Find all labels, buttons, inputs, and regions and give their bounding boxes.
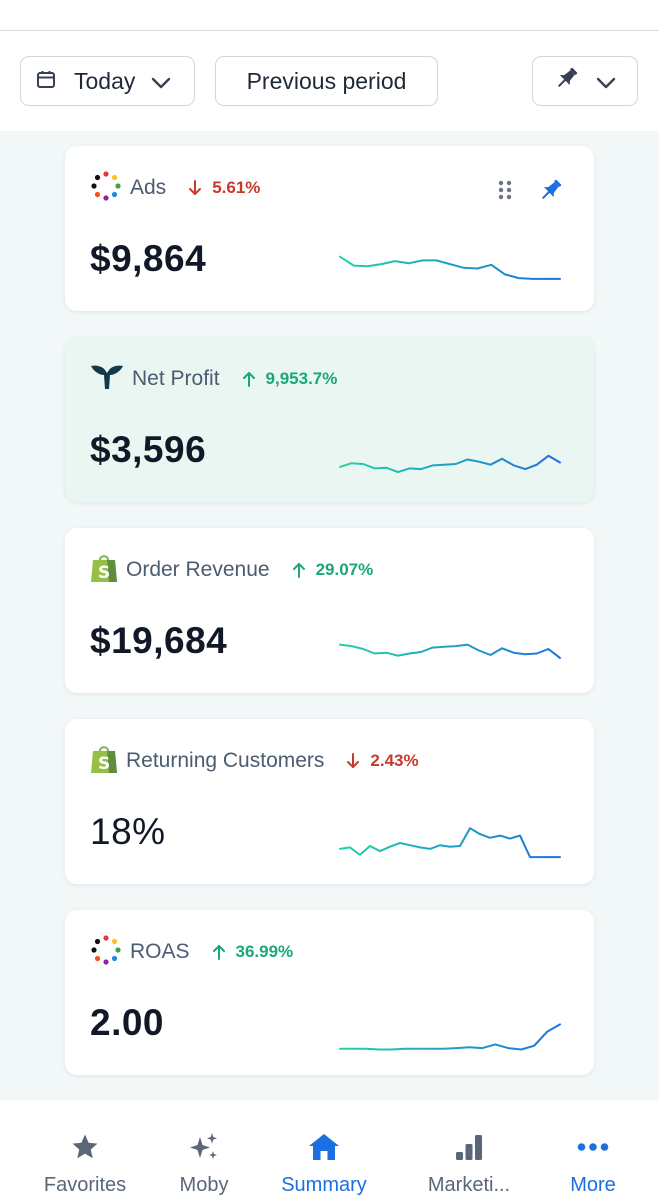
bar-chart-icon — [454, 1130, 484, 1164]
trend-value: 9,953.7% — [265, 369, 338, 388]
trend-value: 29.07% — [315, 560, 374, 579]
pinned-icon[interactable] — [538, 177, 564, 203]
metric-cards-area: Ads 5.61% — [0, 131, 659, 1100]
card-header: S Order Revenue 29.07% — [90, 553, 374, 588]
tab-marketing[interactable]: Marketi... — [409, 1130, 529, 1197]
chevron-down-icon — [151, 68, 171, 95]
trend-indicator: 29.07% — [292, 560, 374, 580]
tab-summary[interactable]: Summary — [264, 1130, 384, 1197]
star-icon — [70, 1130, 100, 1164]
tab-label: Marketi... — [427, 1174, 511, 1196]
sparkline-chart — [339, 643, 561, 659]
card-title: ROAS — [130, 940, 190, 963]
pin-icon — [554, 65, 580, 97]
card-actions — [498, 177, 564, 203]
arrow-down-icon — [347, 753, 360, 768]
sparkline-series — [339, 643, 561, 659]
pin-filter-button[interactable] — [532, 56, 638, 106]
trend-indicator: 9,953.7% — [242, 369, 338, 389]
sparkline-chart — [339, 454, 561, 474]
sparkles-icon — [188, 1130, 220, 1164]
drag-handle-icon[interactable] — [498, 180, 512, 200]
trend-value: 2.43% — [370, 751, 419, 770]
metric-card-order-revenue[interactable]: S Order Revenue 29.07% $19,684 — [65, 528, 594, 693]
svg-text:S: S — [98, 563, 110, 583]
trend-value: 36.99% — [235, 942, 294, 961]
card-title: Order Revenue — [126, 558, 270, 581]
card-title: Ads — [130, 176, 167, 199]
trend-indicator: 2.43% — [346, 751, 419, 771]
metric-card-net-profit[interactable]: Net Profit 9,953.7% $3,596 — [65, 337, 594, 502]
tab-favorites[interactable]: Favorites — [25, 1130, 145, 1197]
arrow-down-icon — [189, 180, 202, 195]
tab-label: More — [570, 1174, 616, 1196]
arrow-up-icon — [242, 372, 255, 387]
sparkline-series — [339, 255, 561, 280]
trend-value: 5.61% — [212, 178, 261, 197]
whale-tail-icon — [90, 363, 124, 396]
arrow-up-icon — [292, 563, 305, 578]
more-dots-icon — [577, 1130, 609, 1164]
sparkline-chart — [339, 255, 561, 280]
metric-value: $9,864 — [90, 238, 207, 279]
calendar-icon — [36, 68, 56, 95]
tab-label: Favorites — [43, 1174, 127, 1196]
trend-indicator: 36.99% — [212, 942, 294, 962]
metric-card-returning-customers[interactable]: S Returning Customers 2.43% 18% — [65, 719, 594, 884]
compare-period-button[interactable]: Previous period — [215, 56, 438, 106]
tab-label: Moby — [179, 1174, 229, 1196]
tab-label: Summary — [281, 1174, 367, 1196]
sparkline-chart — [339, 827, 561, 859]
tab-more[interactable]: More — [533, 1130, 653, 1197]
top-bar — [0, 0, 659, 31]
svg-text:S: S — [98, 754, 110, 774]
card-header: S Returning Customers 2.43% — [90, 744, 419, 779]
date-range-button[interactable]: Today — [20, 56, 195, 106]
sparkline-chart — [339, 1023, 561, 1051]
card-header: Net Profit 9,953.7% — [90, 364, 337, 394]
card-header: ROAS 36.99% — [90, 934, 294, 967]
metric-value: $19,684 — [90, 620, 228, 661]
compare-period-label: Previous period — [246, 67, 407, 94]
multicolor-dots-icon — [90, 934, 122, 971]
home-icon — [308, 1130, 340, 1164]
multicolor-dots-icon — [90, 170, 122, 207]
metric-value: $3,596 — [90, 429, 207, 470]
bottom-tab-bar: Favorites Moby Summary Marketi... — [0, 1100, 659, 1200]
metric-value: 2.00 — [90, 1002, 165, 1043]
sparkline-series — [339, 454, 561, 474]
sparkline-series — [339, 1023, 561, 1051]
shopify-bag-icon: S — [90, 553, 118, 588]
sparkline-series — [339, 827, 561, 859]
metric-card-ads[interactable]: Ads 5.61% — [65, 146, 594, 311]
date-range-label: Today — [74, 67, 136, 94]
card-title: Net Profit — [132, 367, 220, 390]
tab-moby[interactable]: Moby — [144, 1130, 264, 1197]
shopify-bag-icon: S — [90, 744, 118, 779]
chevron-down-icon — [596, 68, 616, 95]
card-title: Returning Customers — [126, 749, 325, 772]
card-header: Ads 5.61% — [90, 170, 260, 203]
metric-card-roas[interactable]: ROAS 36.99% 2.00 — [65, 910, 594, 1075]
arrow-up-icon — [212, 945, 225, 960]
metric-value: 18% — [90, 811, 166, 852]
trend-indicator: 5.61% — [188, 178, 260, 198]
filter-bar: Today Previous period — [0, 31, 659, 131]
